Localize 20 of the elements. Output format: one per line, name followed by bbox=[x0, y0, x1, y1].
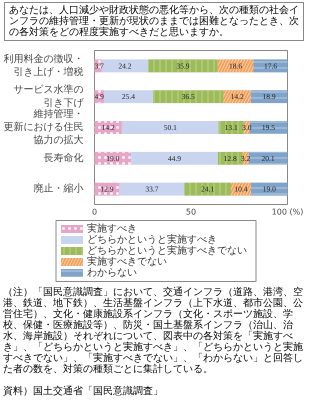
chart-title: あなたは、人口減少や財政状態の悪化等から、次の種類の社会インフラの維持管理・更新が現状のままでは困難となったとき、次の各対策をどの程度実施すべきだと思いますか。 bbox=[9, 5, 299, 38]
x-tick-label: 50 bbox=[186, 208, 196, 216]
y-tick-label: 廃止・縮小 bbox=[34, 182, 84, 195]
text: （注）「国民意識調査」において、交通インフラ（道路、港湾、空港、鉄道、地下鉄）、生活基盤インフラ（上下水道、都市公園、公営住宅）、文化・健康施設系インフラ（文化・スポーツ施設、学校、保健・医療施設等）、防災・国土基盤系インフラ（治山、治水、海岸施設）それぞれについて、図表中の各対策を「実施すべき」、「どちらかというと実施すべき」、「どちらかというと実施すべきでない」、「実施すべきでない」、「わからない」と回答した者の数を、対策の種類ごとに集計している。 bbox=[3, 287, 304, 375]
bar bbox=[104, 90, 153, 104]
legend-label: 実施すべきでない bbox=[87, 256, 167, 268]
x-tick-label: 100 (%) bbox=[272, 208, 304, 216]
bar bbox=[131, 152, 218, 165]
legend-label: 実施すべき bbox=[87, 222, 137, 234]
legend-label: わからない bbox=[87, 268, 137, 278]
bar bbox=[122, 121, 219, 134]
y-tick-label: サービス水準の引き下げ bbox=[14, 84, 84, 109]
y-tick-label: 維持管理・更新における住民協力の拡大 bbox=[4, 108, 84, 146]
text: 資料）国土交通省「国民意識調査」 bbox=[3, 386, 163, 397]
y-tick-label: 利用料金の徴収・引き上げ・増税 bbox=[4, 52, 84, 78]
legend-label: どちらかというと実施すべきでない bbox=[87, 244, 247, 256]
legend-label: どちらかというと実施すべき bbox=[87, 234, 217, 246]
bar bbox=[119, 182, 184, 196]
y-tick-label: 長寿命化 bbox=[44, 152, 84, 164]
x-tick-label: 0 bbox=[92, 208, 98, 216]
